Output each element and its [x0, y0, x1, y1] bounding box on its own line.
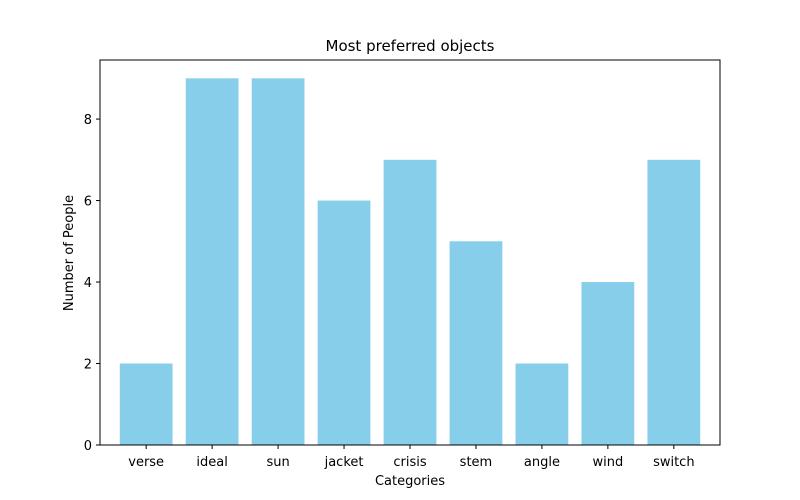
- x-ticks-group: verse ideal sun jacket crisis stem angle wind sw…: [128, 445, 695, 470]
- bar-verse: [119, 363, 173, 445]
- bar-stem: [449, 241, 503, 445]
- bars-group: [119, 78, 701, 445]
- x-tick-label: switch: [653, 455, 695, 470]
- chart-title: Most preferred objects: [326, 37, 495, 55]
- x-axis-label: Categories: [375, 474, 445, 489]
- x-tick-label: angle: [524, 455, 560, 470]
- bar-angle: [515, 363, 569, 445]
- y-tick-label: 4: [84, 276, 92, 291]
- bar-switch: [647, 159, 701, 445]
- bar-ideal: [185, 78, 239, 445]
- bar-crisis: [383, 159, 437, 445]
- x-tick-label: sun: [266, 455, 289, 470]
- y-tick-label: 8: [84, 113, 92, 128]
- x-tick-label: wind: [592, 455, 623, 470]
- y-axis-label: Number of People: [62, 195, 77, 311]
- x-tick-label: jacket: [324, 455, 364, 470]
- y-tick-label: 6: [84, 195, 92, 210]
- bar-sun: [251, 78, 305, 445]
- x-tick-label: crisis: [393, 455, 426, 470]
- plot-area-frame: [99, 59, 721, 446]
- y-tick-label: 2: [84, 358, 92, 373]
- bar-wind: [581, 282, 635, 445]
- bar-jacket: [317, 200, 371, 445]
- x-tick-label: ideal: [196, 455, 227, 470]
- y-ticks-group: 0 2 4 6 8: [84, 113, 100, 454]
- x-tick-label: verse: [128, 455, 164, 470]
- y-tick-label: 0: [84, 439, 92, 454]
- x-tick-label: stem: [460, 455, 493, 470]
